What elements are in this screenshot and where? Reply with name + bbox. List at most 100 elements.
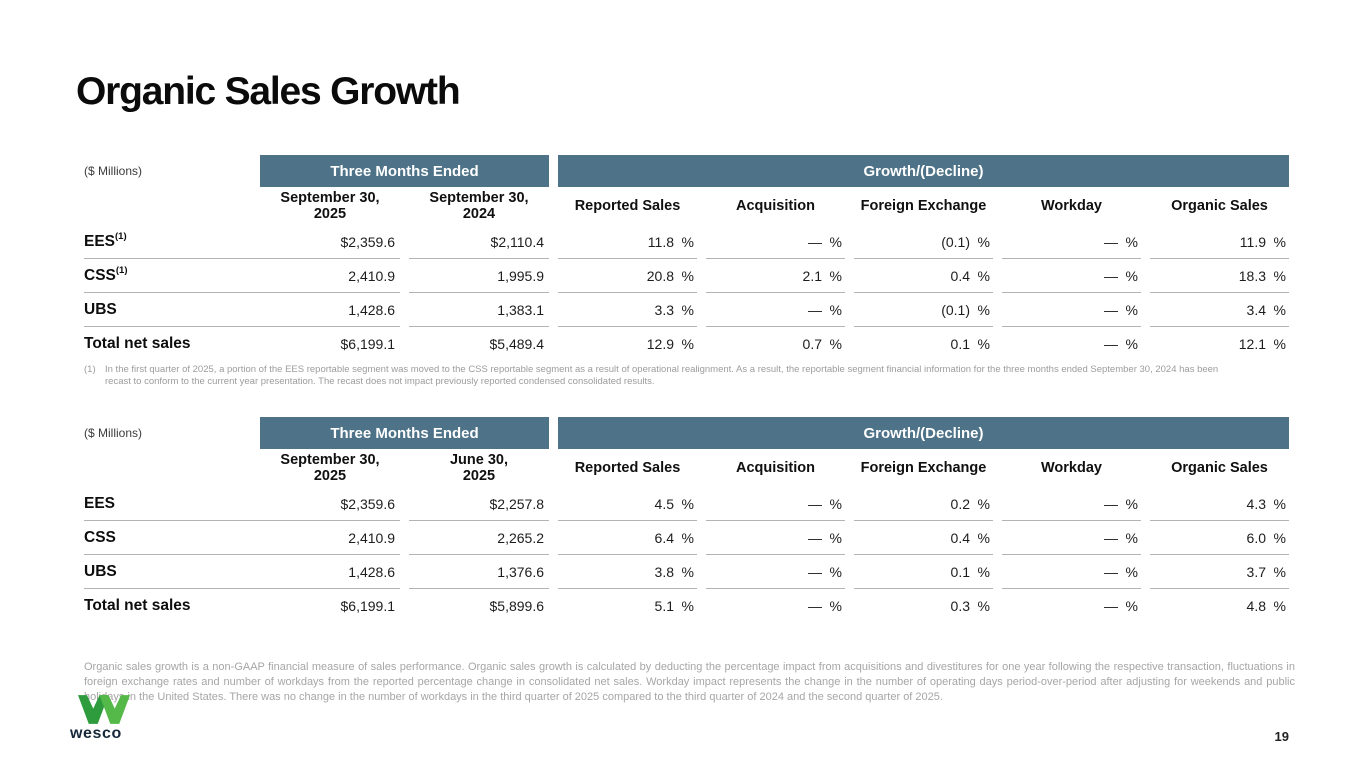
- pct-workday: —%: [1002, 589, 1141, 623]
- percent-sign: %: [1273, 495, 1286, 512]
- percent-sign: %: [681, 598, 694, 614]
- value-period1: $2,359.6: [340, 233, 396, 250]
- label-value-pair: EES (1) $2,359.6: [84, 225, 400, 259]
- pct-organic-sales: 12.1%: [1150, 327, 1289, 361]
- pct-organic-sales: 4.3%: [1150, 487, 1289, 521]
- pct-value: —: [1104, 233, 1118, 250]
- pct-organic-sales: 18.3%: [1150, 259, 1289, 293]
- row-label: CSS (1): [84, 259, 251, 292]
- percent-sign: %: [977, 267, 990, 284]
- column-header-row: September 30, 2025 June 30, 2025 Reporte…: [84, 449, 1289, 487]
- footnote-text: In the first quarter of 2025, a portion …: [105, 364, 1219, 388]
- pct-value: 4.3: [1246, 495, 1266, 512]
- row-label: EES: [84, 487, 251, 520]
- table-row-css: CSS (1) 2,410.9 1,995.9 20.8% 2.1% 0.4% —…: [84, 259, 1289, 293]
- pct-value: —: [808, 495, 822, 512]
- group-header-row: ($ Millions) Three Months Ended Growth/(…: [84, 155, 1289, 187]
- value-period1: 1,428.6: [348, 301, 395, 318]
- column-header-period1: September 30, 2025: [260, 187, 400, 225]
- percent-sign: %: [1273, 301, 1286, 318]
- percent-sign: %: [681, 233, 694, 250]
- percent-sign: %: [829, 529, 842, 546]
- value-period1: 2,410.9: [348, 267, 395, 284]
- pct-acquisition: —%: [706, 487, 845, 521]
- column-header-foreign-exchange: Foreign Exchange: [860, 198, 987, 214]
- column-header-reported-sales: Reported Sales: [574, 460, 681, 476]
- page-number: 19: [1274, 729, 1289, 744]
- percent-sign: %: [1273, 563, 1286, 580]
- pct-reported-sales: 4.5%: [558, 487, 697, 521]
- pct-acquisition: 2.1%: [706, 259, 845, 293]
- percent-sign: %: [681, 267, 694, 284]
- percent-sign: %: [1273, 529, 1286, 546]
- pct-value: —: [1104, 598, 1118, 614]
- footnote-ref: (1): [115, 231, 127, 242]
- period2-line1: June 30,: [449, 451, 509, 468]
- percent-sign: %: [1125, 598, 1138, 614]
- pct-value: 0.3: [950, 598, 970, 614]
- percent-sign: %: [1125, 267, 1138, 284]
- pct-value: (0.1): [941, 301, 970, 318]
- pct-value: 20.8: [646, 267, 674, 284]
- pct-value: 12.1: [1238, 336, 1266, 352]
- label-value-pair: EES $2,359.6: [84, 487, 400, 521]
- pct-value: 0.4: [950, 529, 970, 546]
- column-header-period2: September 30, 2024: [409, 187, 549, 225]
- percent-sign: %: [1273, 598, 1286, 614]
- pct-organic-sales: 11.9%: [1150, 225, 1289, 259]
- period1-line1: September 30,: [280, 189, 380, 206]
- footnote-1: (1) In the first quarter of 2025, a port…: [84, 364, 1224, 389]
- pct-value: (0.1): [941, 233, 970, 250]
- column-header-acquisition: Acquisition: [736, 460, 815, 476]
- pct-reported-sales: 20.8%: [558, 259, 697, 293]
- column-header-acquisition: Acquisition: [736, 198, 815, 214]
- pct-value: 0.1: [950, 336, 970, 352]
- column-header-period2: June 30, 2025: [409, 449, 549, 487]
- table-row-total: Total net sales $6,199.1 $5,489.4 12.9% …: [84, 327, 1289, 361]
- table-sequential-organic-sales: ($ Millions) Three Months Ended Growth/(…: [84, 417, 1289, 623]
- pct-value: —: [1104, 301, 1118, 318]
- pct-value: 3.4: [1246, 301, 1266, 318]
- spacer-cell: [84, 449, 251, 487]
- row-label: Total net sales: [84, 327, 251, 361]
- pct-workday: —%: [1002, 259, 1141, 293]
- percent-sign: %: [1273, 267, 1286, 284]
- pct-workday: —%: [1002, 293, 1141, 327]
- label-value-pair: Total net sales $6,199.1: [84, 589, 400, 623]
- pct-foreign-exchange: 0.3%: [854, 589, 993, 623]
- wesco-logo-text: wesco: [70, 725, 122, 742]
- label-value-pair: CSS (1) 2,410.9: [84, 259, 400, 293]
- percent-sign: %: [829, 267, 842, 284]
- group-header-three-months-ended: Three Months Ended: [260, 417, 549, 449]
- percent-sign: %: [977, 301, 990, 318]
- pct-value: —: [1104, 563, 1118, 580]
- page-title: Organic Sales Growth: [76, 70, 461, 114]
- segment-name: UBS: [84, 300, 117, 318]
- value-period1: 2,410.9: [348, 529, 395, 546]
- pct-foreign-exchange: 0.4%: [854, 259, 993, 293]
- units-label: ($ Millions): [84, 426, 143, 440]
- pct-value: 6.0: [1246, 529, 1266, 546]
- pct-value: 5.1: [654, 598, 674, 614]
- column-header-workday: Workday: [1041, 198, 1102, 214]
- group-header-growth-decline: Growth/(Decline): [558, 155, 1289, 187]
- pct-value: 12.9: [646, 336, 674, 352]
- column-header-foreign-exchange: Foreign Exchange: [860, 460, 987, 476]
- pct-foreign-exchange: (0.1)%: [854, 293, 993, 327]
- label-value-pair: Total net sales $6,199.1: [84, 327, 400, 361]
- period2-line2: 2025: [462, 468, 496, 484]
- label-value-pair: UBS 1,428.6: [84, 555, 400, 589]
- pct-acquisition: 0.7%: [706, 327, 845, 361]
- pct-value: 3.8: [654, 563, 674, 580]
- value-period1: $2,359.6: [340, 495, 396, 512]
- pct-value: 0.4: [950, 267, 970, 284]
- pct-reported-sales: 3.3%: [558, 293, 697, 327]
- wesco-logo: wesco: [70, 695, 140, 743]
- pct-value: —: [1104, 529, 1118, 546]
- label-value-pair: UBS 1,428.6: [84, 293, 400, 327]
- percent-sign: %: [1125, 233, 1138, 250]
- value-period1: $6,199.1: [340, 336, 396, 352]
- pct-value: 11.8: [647, 233, 674, 250]
- pct-value: —: [808, 301, 822, 318]
- table-row-css: CSS 2,410.9 2,265.2 6.4% —% 0.4% —% 6.0%: [84, 521, 1289, 555]
